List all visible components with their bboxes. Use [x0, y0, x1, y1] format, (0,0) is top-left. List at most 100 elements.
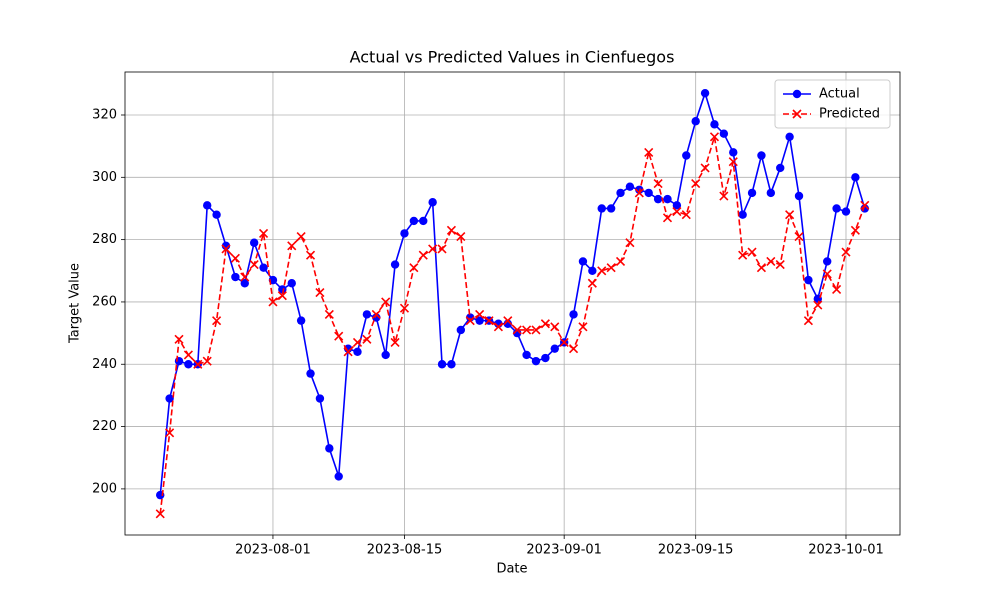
- y-tick-label: 220: [92, 419, 117, 434]
- marker: [691, 178, 701, 189]
- marker: [324, 309, 334, 319]
- marker: [399, 303, 410, 313]
- marker: [653, 194, 663, 204]
- marker: [522, 350, 531, 360]
- marker: [663, 194, 672, 204]
- marker: [212, 210, 221, 219]
- marker: [728, 157, 738, 167]
- marker: [334, 472, 343, 481]
- marker: [409, 263, 419, 273]
- marker: [503, 316, 513, 326]
- series-line: [159, 90, 866, 496]
- marker: [804, 275, 813, 285]
- marker: [813, 300, 823, 310]
- marker: [437, 360, 447, 369]
- marker: [738, 250, 748, 260]
- marker: [231, 272, 240, 282]
- marker: [850, 225, 860, 235]
- marker: [259, 263, 268, 272]
- marker: [644, 147, 654, 157]
- marker: [296, 231, 306, 242]
- marker: [785, 210, 795, 220]
- marker: [700, 88, 710, 98]
- legend-label: Actual: [819, 87, 860, 102]
- marker: [353, 347, 362, 356]
- marker: [710, 120, 719, 129]
- y-tick-label: 260: [92, 294, 117, 309]
- marker: [278, 285, 287, 294]
- marker: [277, 291, 287, 301]
- legend-marker: [792, 109, 802, 119]
- marker: [315, 394, 325, 403]
- marker: [700, 163, 710, 173]
- marker: [587, 278, 597, 288]
- marker: [296, 316, 306, 325]
- marker: [559, 337, 569, 348]
- marker: [165, 428, 175, 438]
- marker: [606, 263, 616, 273]
- marker: [446, 225, 457, 235]
- marker: [221, 244, 231, 254]
- marker: [381, 297, 391, 307]
- series: [155, 132, 870, 519]
- marker: [240, 272, 250, 282]
- marker: [249, 238, 259, 247]
- marker: [776, 163, 785, 173]
- marker: [682, 151, 691, 160]
- marker: [456, 325, 466, 335]
- marker: [832, 204, 841, 213]
- marker: [531, 356, 541, 366]
- marker: [860, 200, 870, 210]
- marker: [305, 250, 316, 260]
- marker: [437, 244, 447, 254]
- marker: [419, 216, 428, 226]
- marker: [428, 244, 438, 254]
- x-tick-label: 2023-08-01: [235, 543, 311, 558]
- marker: [249, 259, 259, 270]
- x-tick-label: 2023-09-01: [526, 543, 602, 558]
- y-tick-label: 280: [92, 232, 117, 247]
- marker: [531, 325, 541, 335]
- plot-frame: [124, 71, 901, 536]
- marker: [155, 509, 165, 519]
- marker: [775, 259, 785, 270]
- marker: [390, 260, 400, 269]
- marker: [729, 148, 738, 157]
- marker: [212, 316, 222, 326]
- marker: [672, 207, 682, 217]
- marker: [550, 322, 560, 332]
- marker: [672, 201, 682, 210]
- marker: [183, 350, 193, 360]
- marker: [258, 228, 269, 238]
- marker: [165, 394, 174, 403]
- marker: [325, 444, 334, 453]
- marker: [465, 316, 475, 326]
- marker: [822, 257, 832, 266]
- y-axis-label: Target Value: [68, 263, 83, 344]
- marker: [822, 269, 832, 279]
- marker: [447, 360, 456, 369]
- marker: [409, 216, 419, 226]
- marker: [193, 359, 203, 369]
- marker: [597, 266, 607, 276]
- marker: [418, 250, 428, 260]
- marker: [287, 241, 297, 251]
- marker: [362, 310, 372, 319]
- marker: [615, 256, 626, 267]
- marker: [691, 117, 700, 126]
- marker: [240, 279, 249, 288]
- marker: [540, 319, 550, 329]
- marker: [747, 247, 757, 257]
- marker: [362, 334, 372, 344]
- marker: [756, 263, 767, 273]
- marker: [719, 191, 729, 201]
- y-tick-label: 320: [92, 107, 117, 122]
- marker: [428, 198, 437, 207]
- x-axis-label: Date: [496, 562, 527, 577]
- x-tick-label: 2023-08-15: [367, 543, 443, 558]
- y-tick-label: 300: [92, 170, 117, 185]
- marker: [174, 334, 184, 344]
- legend-box: [774, 79, 891, 129]
- series: [156, 88, 869, 500]
